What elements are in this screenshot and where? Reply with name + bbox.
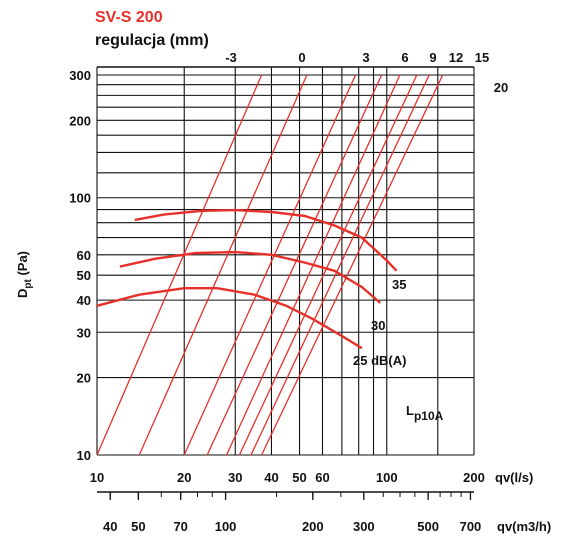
y-tick-label: 100	[69, 191, 91, 206]
x-tick-label: 60	[315, 470, 329, 485]
system-line-6	[206, 74, 383, 456]
noise-curve-25-db-a	[96, 287, 363, 350]
system-line-0	[138, 74, 308, 456]
y-axis-label-subscript: pt	[23, 279, 34, 289]
y-tick-label: 50	[77, 268, 91, 283]
annotation-lp10a-sub: p10A	[414, 409, 444, 423]
annotation-30: 30	[371, 318, 385, 333]
x-tick-label: 20	[177, 470, 191, 485]
x-tick-label: 200	[463, 470, 485, 485]
m3h-tick-label: 100	[215, 519, 237, 534]
regulation-label-15: 15	[475, 50, 489, 65]
annotation-lp10a-main: L	[406, 403, 414, 418]
x-tick-label: 40	[264, 470, 278, 485]
noise-curves-layer	[96, 208, 398, 350]
x-tick-label: 100	[376, 470, 398, 485]
x-tick-label: 50	[292, 470, 306, 485]
annotation-25-dba: 25 dB(A)	[353, 353, 406, 368]
system-line-15	[250, 74, 430, 456]
y-axis-label-suffix: (Pa)	[15, 251, 30, 279]
y-axis-label: Dpt (Pa)	[15, 251, 34, 298]
y-tick-label: 10	[77, 448, 91, 463]
x-tick-label: 30	[228, 470, 242, 485]
chart-subtitle: regulacja (mm)	[95, 32, 209, 49]
regulation-label-9: 9	[429, 50, 436, 65]
y-axis-label-prefix: D	[15, 289, 30, 298]
regulation-label-12: 12	[449, 50, 463, 65]
annotation-35: 35	[392, 277, 406, 292]
y-tick-label: 40	[77, 293, 91, 308]
system-line-20	[261, 74, 444, 456]
m3h-tick-label: 200	[302, 519, 324, 534]
regulation-label-6: 6	[401, 50, 408, 65]
y-tick-label: 30	[77, 325, 91, 340]
x-tick-label: 10	[90, 470, 104, 485]
x-axis-label-ls: qv(l/s)	[495, 470, 533, 485]
y-tick-label: 20	[77, 371, 91, 386]
y-tick-label: 300	[69, 68, 91, 83]
noise-curve-35	[134, 208, 398, 272]
annotation-lp10a: Lp10A	[406, 403, 444, 423]
chart-title: SV-S 200	[95, 9, 163, 26]
grid-layer	[96, 66, 475, 500]
regulation-label-3: 3	[362, 50, 369, 65]
m3h-tick-label: 300	[353, 519, 375, 534]
m3h-tick-label: 70	[173, 519, 187, 534]
m3h-tick-label: 700	[460, 519, 482, 534]
regulation-label-minus-3: -3	[225, 50, 237, 65]
m3h-tick-label: 40	[103, 519, 117, 534]
y-tick-label: 60	[77, 248, 91, 263]
regulation-label-20: 20	[494, 80, 508, 95]
system-line-3	[183, 74, 357, 456]
x-axis-label-m3h: qv(m3/h)	[497, 519, 551, 534]
regulation-label-0: 0	[298, 50, 305, 65]
system-line-12	[238, 74, 418, 456]
y-tick-label: 200	[69, 113, 91, 128]
axis-labels-layer: 10 20 30 40 50 60 100 2001020304050601002003004…	[69, 50, 508, 534]
system-line-minus-3	[96, 74, 263, 456]
noise-curve-30	[119, 250, 382, 304]
m3h-tick-label: 500	[417, 519, 439, 534]
m3h-tick-label: 50	[131, 519, 145, 534]
